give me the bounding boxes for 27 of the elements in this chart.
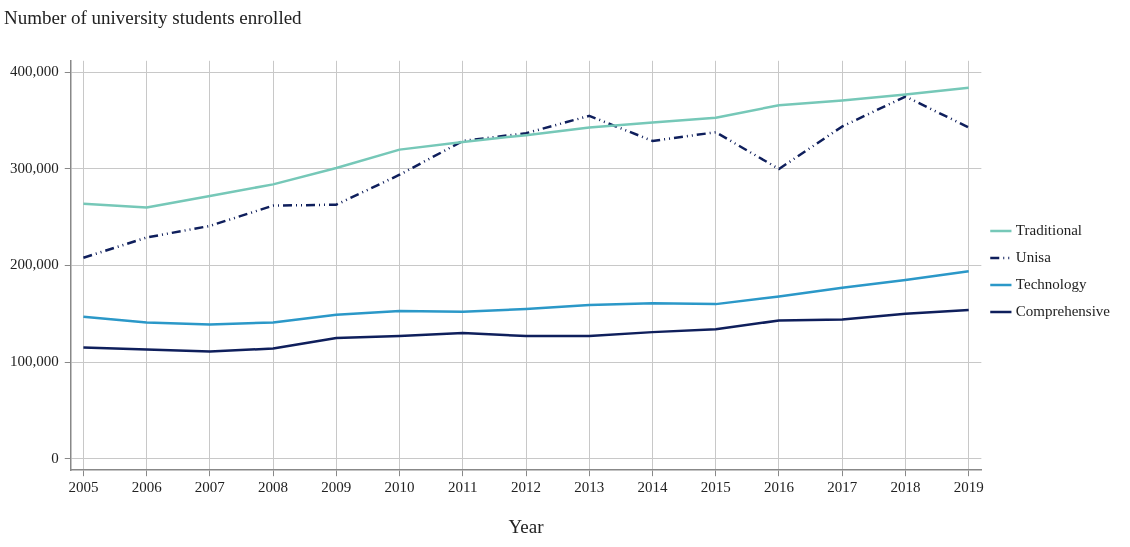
y-tick-label: 200,000 [10, 256, 59, 273]
x-axis-title: Year [508, 515, 545, 537]
y-tick-label: 300,000 [10, 159, 59, 176]
y-tick-label: 100,000 [10, 352, 59, 369]
x-tick-label: 2014 [637, 479, 669, 496]
legend-label: Traditional [1015, 221, 1082, 238]
x-tick-label: 2009 [321, 479, 352, 496]
x-tick-label: 2013 [574, 479, 605, 496]
x-tick-label: 2011 [448, 479, 478, 496]
legend-label: Comprehensive [1015, 302, 1111, 319]
legend-label: Unisa [1015, 248, 1052, 265]
y-tick-label: 400,000 [10, 63, 59, 80]
x-tick-label: 2019 [953, 479, 984, 496]
x-tick-label: 2015 [700, 479, 731, 496]
x-tick-label: 2007 [194, 479, 226, 496]
x-tick-label: 2012 [511, 479, 542, 496]
x-tick-label: 2017 [827, 479, 858, 496]
legend-label: Technology [1015, 275, 1087, 292]
line-series [82, 95, 970, 260]
y-tick-label: 0 [51, 449, 59, 466]
x-tick-label: 2018 [890, 479, 921, 496]
x-tick-label: 2016 [764, 479, 795, 496]
x-tick-label: 2006 [131, 479, 163, 496]
x-tick-label: 2008 [258, 479, 289, 496]
x-tick-label: 2005 [68, 479, 99, 496]
chart-title: Number of university students enrolled [4, 7, 303, 29]
x-tick-label: 2010 [384, 479, 415, 496]
